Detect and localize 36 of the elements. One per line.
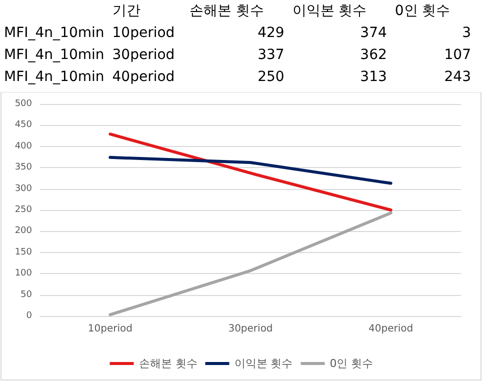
y-tick-label: 100 <box>14 268 32 279</box>
text: 374 <box>359 24 388 43</box>
text: 이익본 횟수 <box>291 2 368 21</box>
text: 243 <box>443 68 472 87</box>
y-tick-label: 250 <box>14 205 32 215</box>
text: 40period <box>111 68 176 87</box>
text: MFI_4n_10min <box>3 24 106 43</box>
legend-label: 0인 횟수 <box>330 357 374 370</box>
text: 337 <box>256 46 286 65</box>
text: 30period <box>111 46 176 65</box>
y-tick-label: 300 <box>14 184 32 194</box>
legend-label: 손해본 횟수 <box>138 357 198 370</box>
text: 0인 횟수 <box>394 2 452 21</box>
text: 3 <box>461 24 472 43</box>
x-tick-label: 10period <box>88 324 132 334</box>
y-tick-label: 350 <box>14 162 32 173</box>
text: 313 <box>359 68 388 87</box>
y-tick-label: 400 <box>14 141 32 152</box>
text: MFI_4n_10min <box>3 46 106 65</box>
text: 107 <box>443 46 472 65</box>
y-tick-label: 200 <box>14 226 32 236</box>
x-tick-label: 30period <box>228 324 273 334</box>
y-tick-label: 50 <box>20 290 32 300</box>
text: MFI_4n_10min <box>3 68 106 87</box>
text: 손해본 횟수 <box>188 2 266 21</box>
y-tick-label: 450 <box>14 120 32 130</box>
y-tick-label: 500 <box>14 99 32 109</box>
text: 10period <box>111 24 176 43</box>
legend-label: 이익본 횟수 <box>234 357 293 370</box>
y-tick-label: 150 <box>14 247 32 258</box>
text: 362 <box>359 46 388 65</box>
text: 기간 <box>111 2 142 21</box>
text: 429 <box>256 24 286 43</box>
x-tick-label: 40period <box>368 324 414 334</box>
text: 250 <box>256 68 286 87</box>
y-tick-label: 0 <box>26 311 32 321</box>
